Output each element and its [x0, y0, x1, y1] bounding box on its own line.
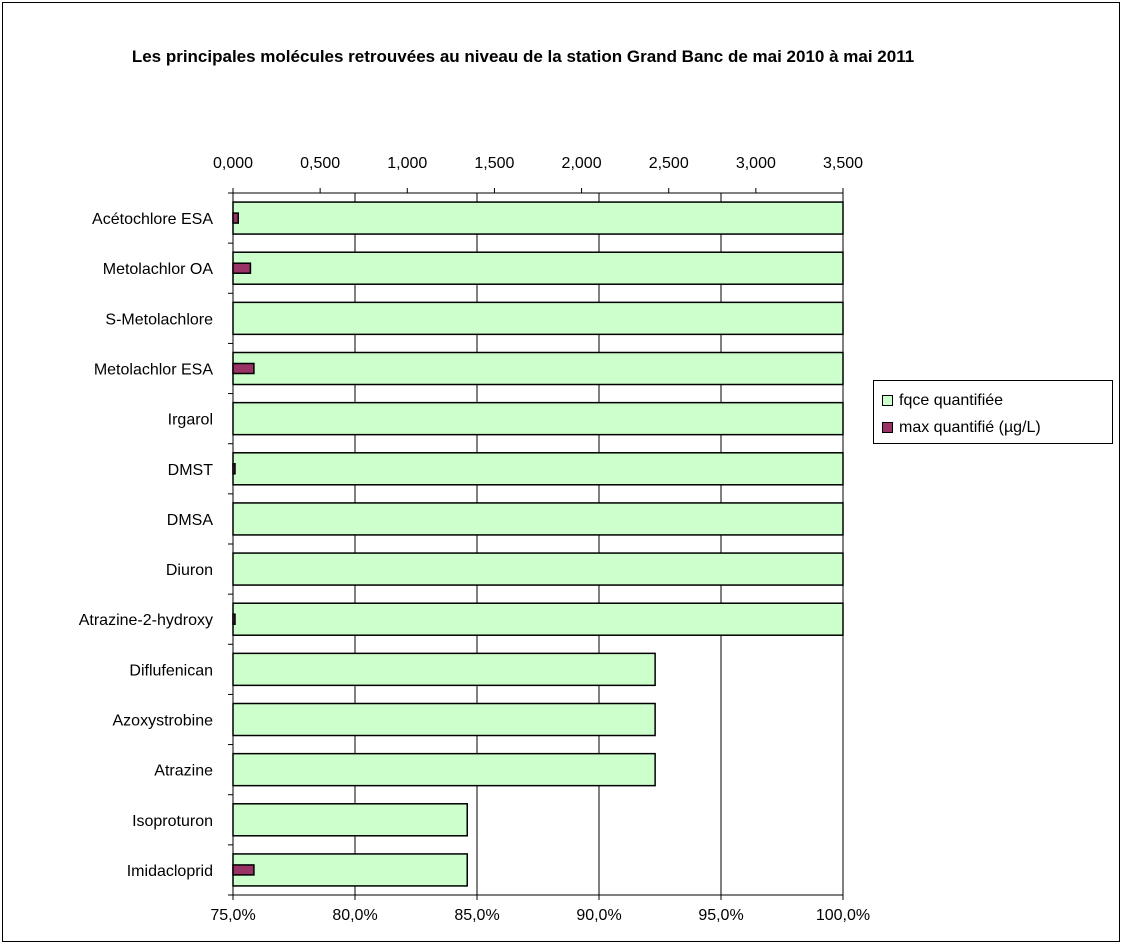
bar-frequency — [232, 803, 468, 837]
bar-frequency — [232, 702, 656, 737]
y-tick-label: Azoxystrobine — [113, 713, 214, 730]
bar-frequency — [232, 301, 844, 336]
bar-frequency — [232, 401, 844, 436]
bottom-tick-label: 95,0% — [698, 907, 743, 924]
top-tick-label: 1,500 — [474, 155, 514, 172]
top-tick-label: 1,000 — [387, 155, 427, 172]
legend-label-max: max quantifié (µg/L) — [899, 418, 1041, 436]
bar-frequency — [232, 853, 468, 887]
y-tick-label: Imidacloprid — [127, 863, 213, 880]
bottom-tick-label: 85,0% — [454, 907, 499, 924]
top-tick-label: 0,000 — [213, 155, 253, 172]
top-tick-label: 2,000 — [562, 155, 602, 172]
bar-frequency — [232, 502, 844, 536]
y-tick-label: Atrazine — [154, 763, 213, 780]
top-tick-label: 2,500 — [649, 155, 689, 172]
y-tick-label: Diuron — [166, 562, 213, 579]
bar-frequency — [232, 452, 844, 486]
y-tick-label: Atrazine-2-hydroxy — [79, 612, 213, 629]
legend: fqce quantifiée max quantifié (µg/L) — [873, 380, 1113, 444]
bar-max — [232, 864, 255, 876]
bar-max — [232, 262, 252, 274]
chart-title: Les principales molécules retrouvées au … — [131, 47, 915, 66]
legend-item-frequency: fqce quantifiée — [882, 387, 1112, 414]
top-tick-label: 3,500 — [823, 155, 863, 172]
bottom-tick-label: 80,0% — [332, 907, 377, 924]
top-tick-label: 3,000 — [736, 155, 776, 172]
bar-frequency — [232, 652, 656, 687]
y-tick-label: Metolachlor ESA — [94, 362, 213, 379]
legend-item-max: max quantifié (µg/L) — [882, 414, 1112, 441]
bar-frequency — [232, 251, 844, 285]
y-tick-label: S-Metolachlore — [105, 311, 213, 328]
y-tick-label: Isoproturon — [132, 813, 213, 830]
bar-frequency — [232, 602, 844, 636]
y-tick-label: Acétochlore ESA — [92, 211, 213, 228]
legend-label-frequency: fqce quantifiée — [899, 391, 1004, 409]
y-tick-label: Diflufenican — [129, 662, 213, 679]
y-tick-label: DMSA — [167, 512, 214, 529]
bar-max — [232, 362, 255, 375]
legend-swatch-frequency — [882, 395, 893, 406]
bottom-tick-label: 90,0% — [576, 907, 621, 924]
y-tick-label: Irgarol — [168, 412, 213, 429]
top-tick-label: 0,500 — [300, 155, 340, 172]
bar-frequency — [232, 752, 656, 787]
y-tick-label: Metolachlor OA — [103, 261, 214, 278]
bar-max — [232, 212, 239, 224]
bottom-tick-label: 75,0% — [210, 907, 255, 924]
y-tick-label: DMST — [168, 462, 214, 479]
chart-plot: Acétochlore ESA Metolachlor OA S-Metolachl… — [79, 155, 870, 924]
bar-frequency — [232, 351, 844, 386]
legend-swatch-max — [882, 422, 893, 433]
bar-frequency — [232, 552, 844, 586]
bar-frequency — [232, 201, 844, 235]
bottom-tick-label: 100,0% — [816, 907, 870, 924]
